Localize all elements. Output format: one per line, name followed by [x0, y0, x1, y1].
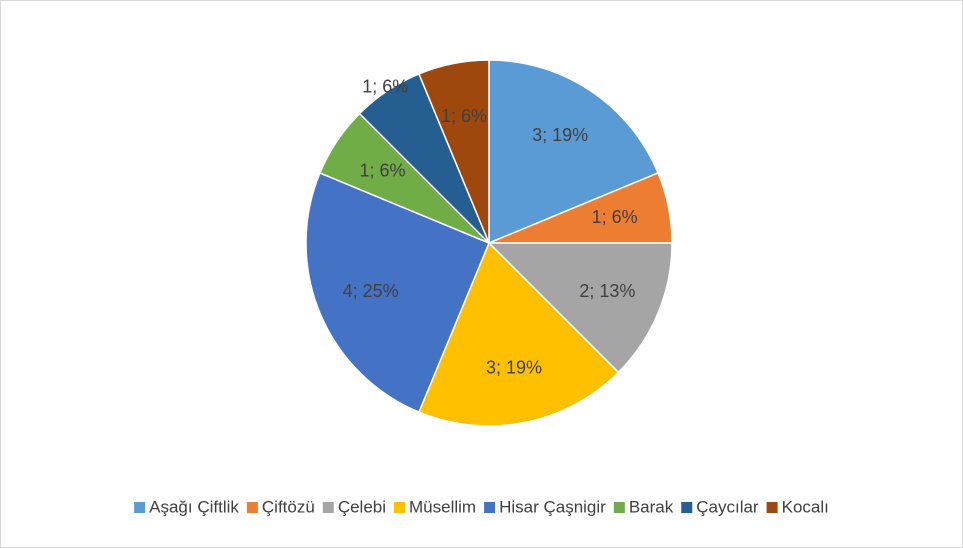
data-label: 1; 6% — [362, 77, 408, 97]
data-label: 1; 6% — [359, 161, 405, 181]
legend-label: Çiftözü — [262, 497, 315, 516]
legend-label: Aşağı Çiftlik — [149, 497, 239, 516]
data-label: 1; 6% — [441, 106, 487, 126]
legend-label: Kocalı — [782, 497, 829, 516]
legend-label: Çaycılar — [696, 497, 759, 516]
legend-swatch — [322, 502, 334, 513]
legend-swatch — [766, 502, 778, 513]
data-label: 3; 19% — [486, 357, 542, 377]
pie-slice — [305, 171, 490, 414]
legend-swatch — [394, 502, 406, 513]
data-label: 4; 25% — [343, 281, 399, 301]
pie-slice — [488, 59, 660, 245]
pie-slice — [417, 59, 490, 244]
legend-label: Müsellim — [409, 497, 476, 516]
data-label: 2; 13% — [579, 281, 635, 301]
legend-swatch — [246, 502, 258, 513]
pie-slice — [417, 241, 620, 427]
legend-swatch — [134, 502, 146, 513]
legend-swatch — [681, 502, 693, 513]
legend-swatch — [613, 502, 625, 513]
legend-label: Hisar Çaşnigir — [499, 497, 606, 516]
legend-label: Çelebi — [338, 497, 386, 516]
pie-slice — [487, 242, 673, 374]
data-label: 1; 6% — [592, 207, 638, 227]
data-label: 3; 19% — [532, 125, 588, 145]
legend-swatch — [484, 502, 496, 513]
legend-label: Barak — [629, 497, 674, 516]
